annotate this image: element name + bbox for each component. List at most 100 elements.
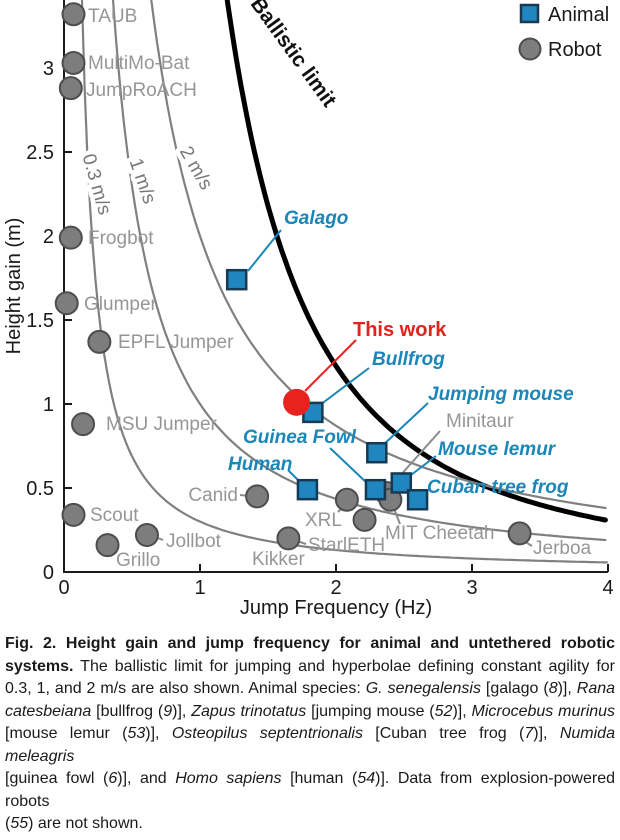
y-tick-label: 0.5 — [26, 478, 54, 500]
caption-segment: [guinea fowl ( — [5, 770, 109, 787]
curve-label-1-m-s: 1 m/s — [125, 156, 160, 207]
connector-galago — [247, 229, 282, 272]
caption-segment: ) are not shown. — [28, 815, 143, 832]
y-tick-label: 2.5 — [26, 142, 54, 164]
curve-0-3-m-s — [80, 0, 608, 564]
y-tick-label: 1 — [43, 394, 54, 416]
label-epfl-jumper: EPFL Jumper — [118, 332, 234, 353]
caption-segment: 6 — [108, 770, 118, 787]
connector-this-work — [304, 339, 357, 392]
label-cuban-tree-frog: Cuban tree frog — [427, 477, 569, 498]
caption-segment: )], — [145, 725, 172, 742]
label-jumping-mouse: Jumping mouse — [428, 384, 574, 405]
y-axis-title: Height gain (m) — [3, 218, 25, 355]
caption-segment: 55 — [10, 815, 29, 832]
caption-line-1: Fig. 2. Height gain and jump frequency f… — [5, 633, 615, 656]
caption-segment: [jumping mouse ( — [306, 702, 435, 720]
point-grillo — [95, 533, 120, 558]
label-jerboa: Jerboa — [533, 538, 592, 559]
caption-segment: systems. — [5, 657, 74, 675]
connector-bullfrog — [319, 367, 370, 406]
legend-label-robot: Robot — [548, 39, 602, 61]
label-msu-jumper: MSU Jumper — [106, 414, 218, 435]
point-jumping-mouse — [366, 441, 388, 464]
legend-animal-marker — [519, 3, 540, 24]
caption-segment: [bullfrog ( — [91, 702, 164, 720]
point-starleth — [352, 507, 377, 532]
caption-segment: )], and — [117, 770, 176, 787]
label-kikker: Kikker — [252, 549, 305, 570]
label-taub: TAUB — [88, 6, 137, 27]
curve-ballistic-limit — [224, 0, 608, 523]
label-guinea-fowl: Guinea Fowl — [243, 427, 357, 448]
caption-segment: [human ( — [281, 770, 358, 787]
point-jerboa — [507, 521, 532, 546]
point-jumproach — [58, 76, 83, 101]
label-this-work: This work — [353, 319, 447, 341]
caption-segment: [galago ( — [480, 680, 549, 697]
caption-segment: Fig. 2. Height gain and jump frequency f… — [5, 635, 615, 652]
label-jumproach: JumpRoACH — [86, 80, 197, 101]
point-galago — [225, 268, 248, 291]
connector-jumping-mouse — [381, 402, 429, 447]
label-jollbot: Jollbot — [166, 531, 222, 552]
label-minitaur: Minitaur — [446, 411, 514, 432]
label-glumper: Glumper — [84, 294, 158, 315]
legend-label-animal: Animal — [548, 4, 609, 26]
scatter-chart: 0 0.5 1 1.5 2 2.5 3 0 1 2 3 4 Jump Frequency (Hz) Hei… — [3, 0, 614, 619]
curve-2-m-s — [150, 0, 607, 510]
caption-line-4: catesbeiana [bullfrog (9)], Zapus trinot… — [5, 701, 615, 724]
caption-segment: catesbeiana — [5, 702, 92, 720]
y-tick-label: 1.5 — [26, 310, 54, 332]
curve-label-ballistic-limit: Ballistic limit — [246, 0, 341, 111]
caption-segment: Zapus trinotatus — [191, 702, 307, 720]
caption-line-7: (55) are not shown. — [5, 813, 615, 836]
point-epfl-jumper — [87, 329, 112, 354]
point-msu-jumper — [71, 412, 96, 437]
caption-segment: 54 — [357, 770, 376, 787]
caption-segment: )], — [533, 725, 560, 742]
x-tick-label: 1 — [194, 577, 205, 599]
y-tick-label: 2 — [43, 226, 54, 248]
caption-segment: 53 — [127, 725, 146, 742]
x-tick-label: 0 — [58, 577, 69, 599]
point-human — [296, 478, 319, 501]
label-mit-cheetah: MIT Cheetah — [385, 523, 494, 544]
point-canid — [245, 484, 270, 509]
caption-segment: 8 — [548, 680, 558, 697]
label-grillo: Grillo — [116, 550, 160, 571]
caption-segment: )], — [452, 702, 472, 720]
y-tick-label: 3 — [43, 58, 54, 80]
label-scout: Scout — [90, 505, 139, 526]
caption-segment: Numida meleagris — [5, 725, 615, 765]
caption-segment: 0.3, 1, and 2 m/s are also shown. Animal… — [5, 680, 366, 697]
caption-line-6: [guinea fowl (6)], and Homo sapiens [hum… — [5, 768, 615, 813]
x-tick-label: 3 — [466, 577, 477, 599]
label-starleth: StarlETH — [308, 535, 385, 556]
point-cuban-tree-frog — [406, 489, 429, 511]
point-mouse-lemur — [390, 472, 413, 494]
caption-segment: The ballistic limit for jumping and hype… — [73, 657, 615, 675]
point-guinea-fowl — [364, 478, 387, 501]
x-tick-label: 2 — [330, 577, 341, 599]
x-tick-label: 4 — [602, 577, 613, 599]
point-frogbot — [58, 225, 83, 250]
x-axis-title: Jump Frequency (Hz) — [240, 597, 432, 619]
caption-line-3: 0.3, 1, and 2 m/s are also shown. Animal… — [5, 678, 615, 701]
label-mouse-lemur: Mouse lemur — [438, 439, 557, 460]
point-glumper — [54, 291, 79, 316]
legend: Animal Robot — [518, 3, 609, 61]
point-taub — [61, 2, 86, 27]
caption-segment: [Cuban tree frog ( — [362, 725, 525, 742]
caption-segment: Homo sapiens — [175, 770, 282, 787]
curve-label-0-3-m-s: 0.3 m/s — [78, 152, 115, 218]
caption-line-5: [mouse lemur (53)], Osteopilus septentri… — [5, 723, 615, 768]
caption-segment: [mouse lemur ( — [5, 725, 128, 742]
caption-segment: Osteopilus septentrionalis — [171, 725, 363, 742]
connector-guinea-fowl — [329, 447, 369, 485]
point-jollbot — [134, 523, 159, 548]
point-scout — [61, 502, 86, 527]
label-frogbot: Frogbot — [88, 228, 154, 249]
point-xrl — [334, 487, 359, 512]
